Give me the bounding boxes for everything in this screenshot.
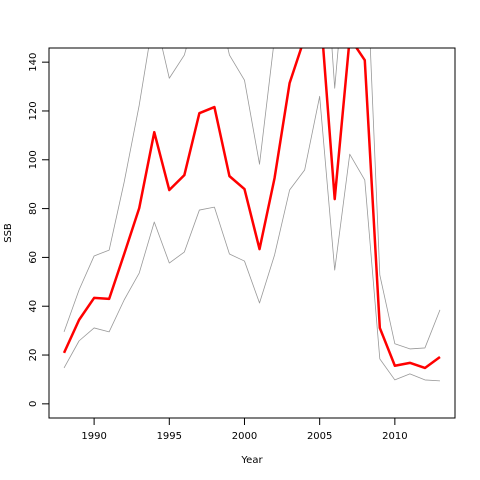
y-tick-label: 100 bbox=[28, 150, 39, 169]
x-tick-label: 2000 bbox=[232, 431, 257, 442]
x-tick-label: 1995 bbox=[157, 431, 182, 442]
x-tick-label: 2005 bbox=[307, 431, 332, 442]
plot-frame bbox=[48, 47, 456, 419]
x-tick-label: 1990 bbox=[81, 431, 106, 442]
y-tick-label: 20 bbox=[28, 349, 39, 362]
series-line bbox=[63, 95, 440, 382]
y-axis-label: SSB bbox=[3, 223, 14, 243]
y-tick-label: 80 bbox=[28, 202, 39, 215]
y-tick-label: 60 bbox=[28, 251, 39, 264]
y-tick-label: 120 bbox=[28, 101, 39, 120]
x-axis-label: Year bbox=[240, 455, 263, 466]
x-tick-label: 2010 bbox=[382, 431, 407, 442]
y-tick-label: 140 bbox=[28, 53, 39, 72]
series-line bbox=[63, 48, 441, 350]
plot-area bbox=[62, 48, 441, 382]
y-tick-label: 40 bbox=[28, 300, 39, 313]
y-tick-label: 0 bbox=[28, 401, 39, 407]
series-line bbox=[62, 48, 441, 370]
